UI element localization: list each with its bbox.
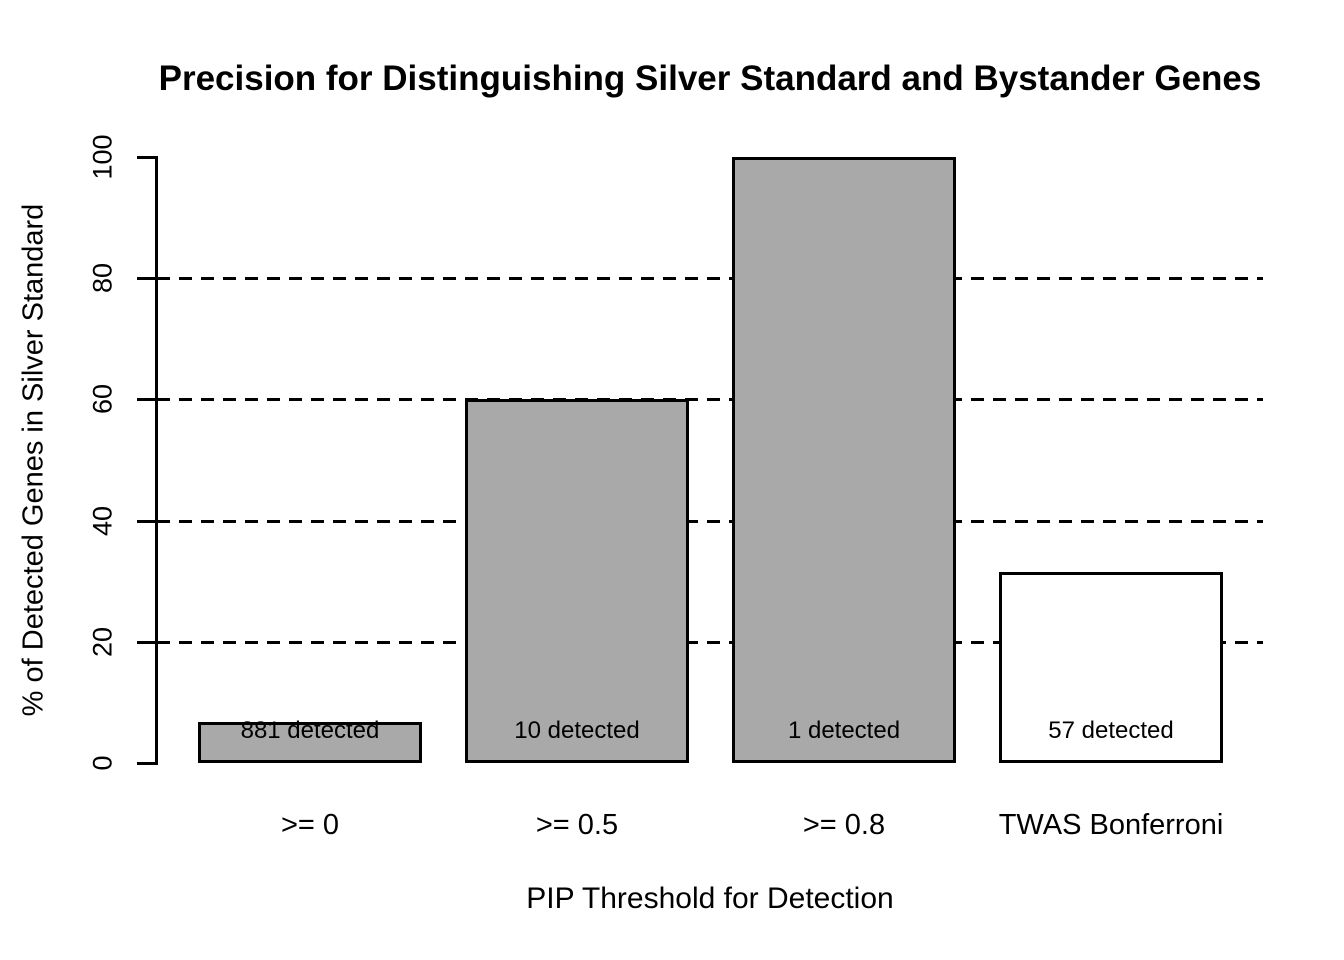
bar-count-label: 1 detected [787, 717, 901, 744]
x-category-label-0: >= 0 [280, 809, 340, 841]
gridline-60 [157, 398, 1263, 402]
y-axis-line [155, 156, 158, 765]
gridline-40 [157, 519, 1263, 523]
gridline-20 [157, 640, 1263, 644]
y-tick-label-text: 60 [87, 384, 118, 415]
bar-count-label: 10 detected [514, 717, 640, 744]
y-axis-title-text: % of Detected Genes in Silver Standard [17, 203, 50, 717]
bar-0--0: 881 detected [198, 718, 422, 763]
x-category-label-3: TWAS Bonferroni [998, 809, 1224, 841]
x-category-label-1: >= 0.5 [535, 809, 619, 841]
bar-count-label: 57 detected [1048, 717, 1174, 744]
plot-area: 881 detected 10 detected 1 detected 57 dete… [157, 157, 1263, 763]
y-tick-label-text: 0 [87, 755, 118, 771]
y-tick-label-text: 80 [87, 263, 118, 294]
y-tick-label-text: 40 [87, 505, 118, 536]
gridline-80 [157, 277, 1263, 281]
bar-2--0.8: 1 detected [732, 157, 956, 763]
chart-title: Precision for Distinguishing Silver Stan… [158, 59, 1262, 98]
bar-1--0.5: 10 detected [465, 399, 689, 763]
y-tick-20 [137, 640, 157, 644]
y-tick-0 [137, 762, 157, 765]
x-axis-title: PIP Threshold for Detection [526, 882, 894, 915]
y-tick-label-text: 100 [87, 134, 118, 180]
y-tick-label-text: 20 [87, 626, 118, 657]
x-category-label-2: >= 0.8 [802, 809, 886, 841]
y-tick-80 [137, 277, 157, 281]
y-tick-40 [137, 519, 157, 523]
bar-count-label: 881 detected [240, 717, 380, 744]
y-tick-60 [137, 398, 157, 402]
bar-3-twas-bonferroni: 57 detected [999, 572, 1223, 763]
y-tick-100 [137, 156, 157, 159]
